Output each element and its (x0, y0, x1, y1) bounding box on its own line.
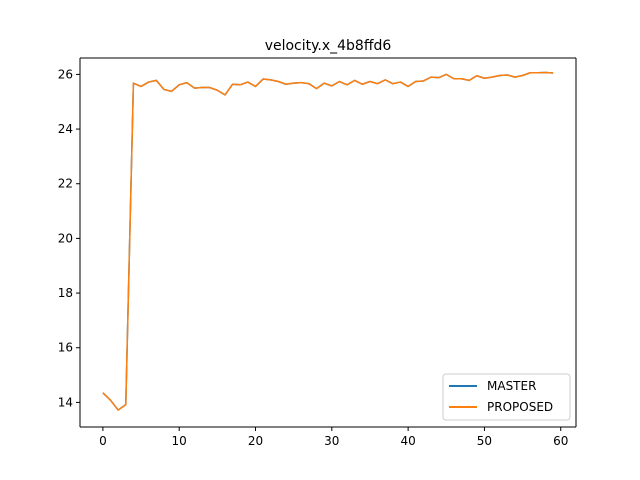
x-tick-label: 60 (553, 434, 568, 448)
x-tick-label: 20 (248, 434, 263, 448)
series-line-proposed (102, 71, 554, 411)
x-tick-label: 40 (400, 434, 415, 448)
plot-area: 0 10 20 30 40 50 60 14 16 18 20 22 24 26 (58, 57, 577, 448)
y-tick-label: 14 (58, 395, 73, 409)
y-tick-label: 16 (58, 341, 73, 355)
x-tick-label: 50 (477, 434, 492, 448)
y-tick-label: 26 (58, 67, 73, 81)
x-tick-label: 10 (172, 434, 187, 448)
x-tick-label: 0 (99, 434, 107, 448)
legend-label-proposed: PROPOSED (487, 400, 553, 414)
y-tick-label: 24 (58, 122, 73, 136)
legend-label-master: MASTER (487, 379, 536, 393)
legend: MASTER PROPOSED (442, 373, 571, 421)
x-tick-label: 30 (324, 434, 339, 448)
y-tick-label: 18 (58, 286, 73, 300)
y-tick-label: 20 (58, 231, 73, 245)
y-tick-label: 22 (58, 177, 73, 191)
chart-title: velocity.x_4b8ffd6 (265, 38, 392, 54)
